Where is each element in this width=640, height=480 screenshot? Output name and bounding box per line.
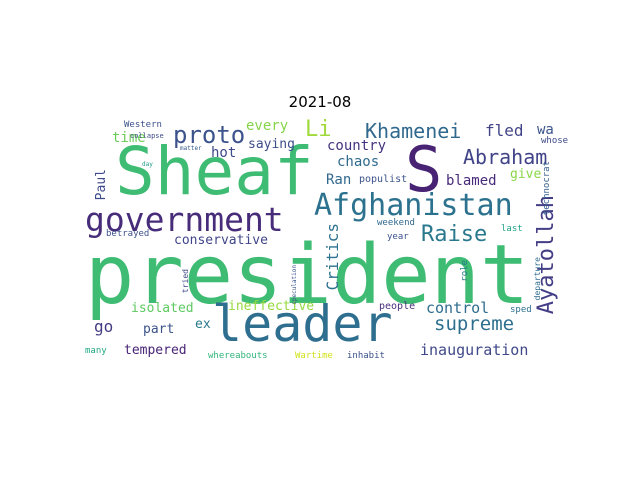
word-whose: whose (541, 136, 569, 146)
word-role: role (460, 260, 470, 282)
word-conservative: conservative (174, 233, 268, 248)
word-saying: saying (248, 137, 295, 152)
word-departure: departure (533, 257, 542, 301)
word-chaos: chaos (337, 154, 380, 170)
word-tried: tried (181, 269, 190, 294)
word-collapse: collapse (130, 132, 164, 140)
word-wartime: Wartime (295, 351, 333, 361)
word-last: last (501, 224, 523, 234)
word-tempered: tempered (124, 343, 187, 358)
word-cloud: president leader Sheaf S government Afgh… (81, 117, 568, 361)
word-paul: Paul (94, 169, 109, 201)
word-leader: leader (212, 295, 393, 353)
word-ex: ex (195, 317, 211, 332)
word-many: many (85, 346, 107, 356)
word-populist: populist (359, 174, 408, 185)
word-every: every (246, 118, 289, 134)
word-control: control (426, 299, 490, 317)
word-betrayed: betrayed (106, 229, 150, 239)
word-go: go (94, 317, 114, 336)
word-abraham: Abraham (463, 145, 548, 169)
chart-title: 2021-08 (288, 93, 352, 111)
word-technocrat: technocrat (542, 161, 552, 216)
word-supreme: supreme (434, 313, 515, 335)
word-blamed: blamed (446, 173, 497, 189)
word-part: part (143, 322, 175, 337)
word-year: year (387, 232, 409, 242)
word-country: country (327, 138, 387, 154)
word-ineffective: ineffective (228, 299, 315, 314)
word-inhabit: inhabit (347, 351, 385, 361)
word-khamenei: Khamenei (365, 119, 462, 143)
word-fled: fled (485, 121, 524, 140)
word-inauguration: inauguration (420, 341, 529, 359)
word-western: Western (124, 120, 162, 130)
word-weekend: weekend (377, 218, 415, 228)
word-isolated: isolated (131, 301, 194, 316)
word-raise: Raise (421, 222, 488, 247)
word-critics: Critics (323, 223, 342, 291)
word-afghanistan: Afghanistan (314, 188, 513, 223)
word-matter: matter (180, 145, 202, 152)
word-president: president (85, 228, 530, 323)
word-people: people (379, 301, 416, 312)
word-s: S (405, 133, 443, 206)
word-government: government (85, 200, 284, 239)
word-give: give (510, 167, 542, 182)
word-sped: sped (510, 305, 532, 315)
word-time: time (112, 130, 146, 146)
word-proto: proto (173, 121, 246, 149)
word-speculation: speculation (291, 265, 298, 305)
word-day: day (142, 161, 153, 168)
word-hot: hot (211, 145, 237, 161)
word-wa: wa (537, 122, 554, 138)
word-whereabouts: whereabouts (208, 351, 268, 361)
word-sheaf: Sheaf (115, 133, 314, 210)
word-li: Li (305, 117, 332, 142)
word-ran: Ran (326, 172, 352, 188)
